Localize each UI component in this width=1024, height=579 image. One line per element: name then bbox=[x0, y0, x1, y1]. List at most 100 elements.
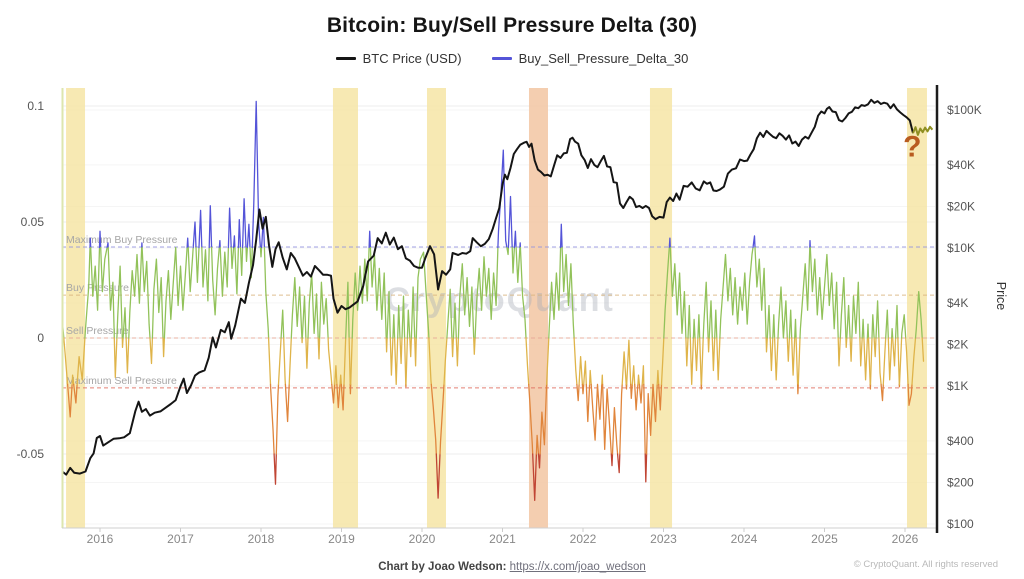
delta-segment bbox=[234, 246, 240, 295]
delta-segment bbox=[911, 337, 917, 386]
delta-segment bbox=[218, 239, 221, 249]
price-axis-label: Price bbox=[994, 282, 1008, 311]
delta-segment bbox=[867, 337, 871, 386]
delta-segment bbox=[446, 288, 453, 339]
delta-segment bbox=[752, 235, 756, 249]
delta-segment bbox=[198, 209, 203, 249]
delta-segment bbox=[656, 369, 660, 386]
delta-segment bbox=[439, 383, 445, 455]
delta-segment bbox=[788, 309, 793, 339]
delta-segment bbox=[397, 304, 401, 339]
price-line bbox=[61, 98, 914, 476]
delta-segment bbox=[195, 246, 200, 283]
delta-segment bbox=[601, 374, 604, 386]
delta-segment bbox=[428, 337, 432, 386]
delta-segment bbox=[794, 318, 797, 339]
delta-segment bbox=[846, 304, 851, 339]
btc-price-swatch-icon bbox=[335, 57, 356, 60]
delta-segment bbox=[90, 246, 101, 311]
credit-link[interactable]: https://x.com/joao_wedson bbox=[509, 561, 646, 573]
delta-segment bbox=[269, 383, 275, 455]
page-title: Bitcoin: Buy/Sell Pressure Delta (30) bbox=[326, 14, 698, 37]
right-axis-tick: $400 bbox=[947, 434, 974, 448]
delta-segment bbox=[799, 246, 811, 339]
delta-segment bbox=[125, 337, 130, 374]
delta-segment bbox=[548, 246, 562, 339]
delta-segment bbox=[245, 246, 249, 263]
delta-segment bbox=[98, 230, 102, 249]
delta-segment bbox=[576, 383, 580, 402]
right-axis-tick: $200 bbox=[947, 475, 974, 489]
delta-segment bbox=[697, 314, 701, 339]
delta-segment bbox=[839, 277, 847, 339]
delta-segment bbox=[474, 246, 499, 339]
x-axis-tick: 2023 bbox=[650, 532, 677, 546]
delta-segment bbox=[106, 242, 109, 249]
x-axis-tick: 2019 bbox=[328, 532, 355, 546]
legend-item-btc-price: BTC Price (USD) bbox=[335, 51, 462, 66]
delta-segment bbox=[452, 302, 457, 339]
delta-segment bbox=[687, 304, 691, 339]
delta-segment bbox=[626, 339, 632, 386]
right-axis-tick: $2K bbox=[947, 337, 968, 351]
delta-segment bbox=[699, 337, 702, 386]
delta-segment bbox=[241, 198, 247, 249]
x-axis-tick: 2021 bbox=[489, 532, 516, 546]
delta-segment bbox=[273, 453, 277, 485]
delta-segment bbox=[149, 337, 154, 365]
delta-segment bbox=[389, 337, 394, 376]
delta-segment bbox=[260, 216, 266, 249]
delta-segment bbox=[777, 286, 788, 339]
delta-segment bbox=[208, 205, 213, 249]
x-axis-tick: 2024 bbox=[731, 532, 758, 546]
right-axis-tick: $100 bbox=[947, 517, 974, 531]
delta-segment bbox=[878, 337, 882, 386]
x-axis-tick: 2017 bbox=[167, 532, 194, 546]
delta-segment bbox=[601, 383, 612, 455]
delta-segment bbox=[435, 453, 441, 499]
copyright-text: © CryptoQuant. All rights reserved bbox=[853, 559, 998, 570]
delta-segment bbox=[290, 277, 303, 339]
delta-segment bbox=[511, 246, 516, 274]
highlight-band bbox=[528, 88, 548, 528]
btc-price-tail-line bbox=[912, 125, 934, 136]
delta-segment bbox=[401, 295, 406, 339]
delta-segment bbox=[451, 337, 455, 358]
delta-segment bbox=[660, 337, 665, 386]
btc-price-line bbox=[61, 98, 914, 476]
delta-segment bbox=[769, 337, 774, 372]
delta-segment bbox=[350, 337, 353, 386]
delta-segment bbox=[711, 337, 716, 372]
delta-segment bbox=[331, 383, 336, 404]
delta-segment bbox=[545, 337, 550, 386]
delta-segment bbox=[515, 246, 521, 283]
delta-segment bbox=[368, 230, 372, 249]
left-axis-tick: 0.05 bbox=[21, 215, 45, 229]
delta-segment bbox=[849, 337, 853, 362]
delta-segment bbox=[921, 337, 925, 362]
delta-segment bbox=[409, 337, 413, 358]
delta-segment bbox=[84, 246, 91, 339]
delta-segment bbox=[795, 337, 799, 386]
delta-segment bbox=[227, 207, 232, 249]
delta-segment bbox=[882, 337, 887, 386]
delta-segment bbox=[585, 383, 591, 423]
delta-segment bbox=[871, 314, 875, 339]
x-axis-tick: 2026 bbox=[892, 532, 919, 546]
delta-segment bbox=[644, 453, 648, 483]
delta-segment bbox=[880, 383, 884, 402]
delta-segment bbox=[392, 314, 396, 339]
delta-segment bbox=[399, 337, 403, 365]
delta-segment bbox=[288, 337, 292, 386]
delta-segment bbox=[891, 328, 894, 339]
delta-segment bbox=[71, 374, 75, 386]
delta-segment bbox=[239, 246, 244, 277]
delta-segment bbox=[707, 337, 710, 353]
right-axis-tick: $40K bbox=[947, 158, 975, 172]
right-axis-tick: $20K bbox=[947, 199, 975, 213]
delta-segment bbox=[345, 281, 350, 339]
highlight-band bbox=[66, 88, 86, 528]
footer-credit: Chart by Joao Wedson: https://x.com/joao… bbox=[0, 561, 1024, 573]
delta-segment bbox=[898, 337, 903, 386]
delta-segment bbox=[716, 337, 721, 381]
